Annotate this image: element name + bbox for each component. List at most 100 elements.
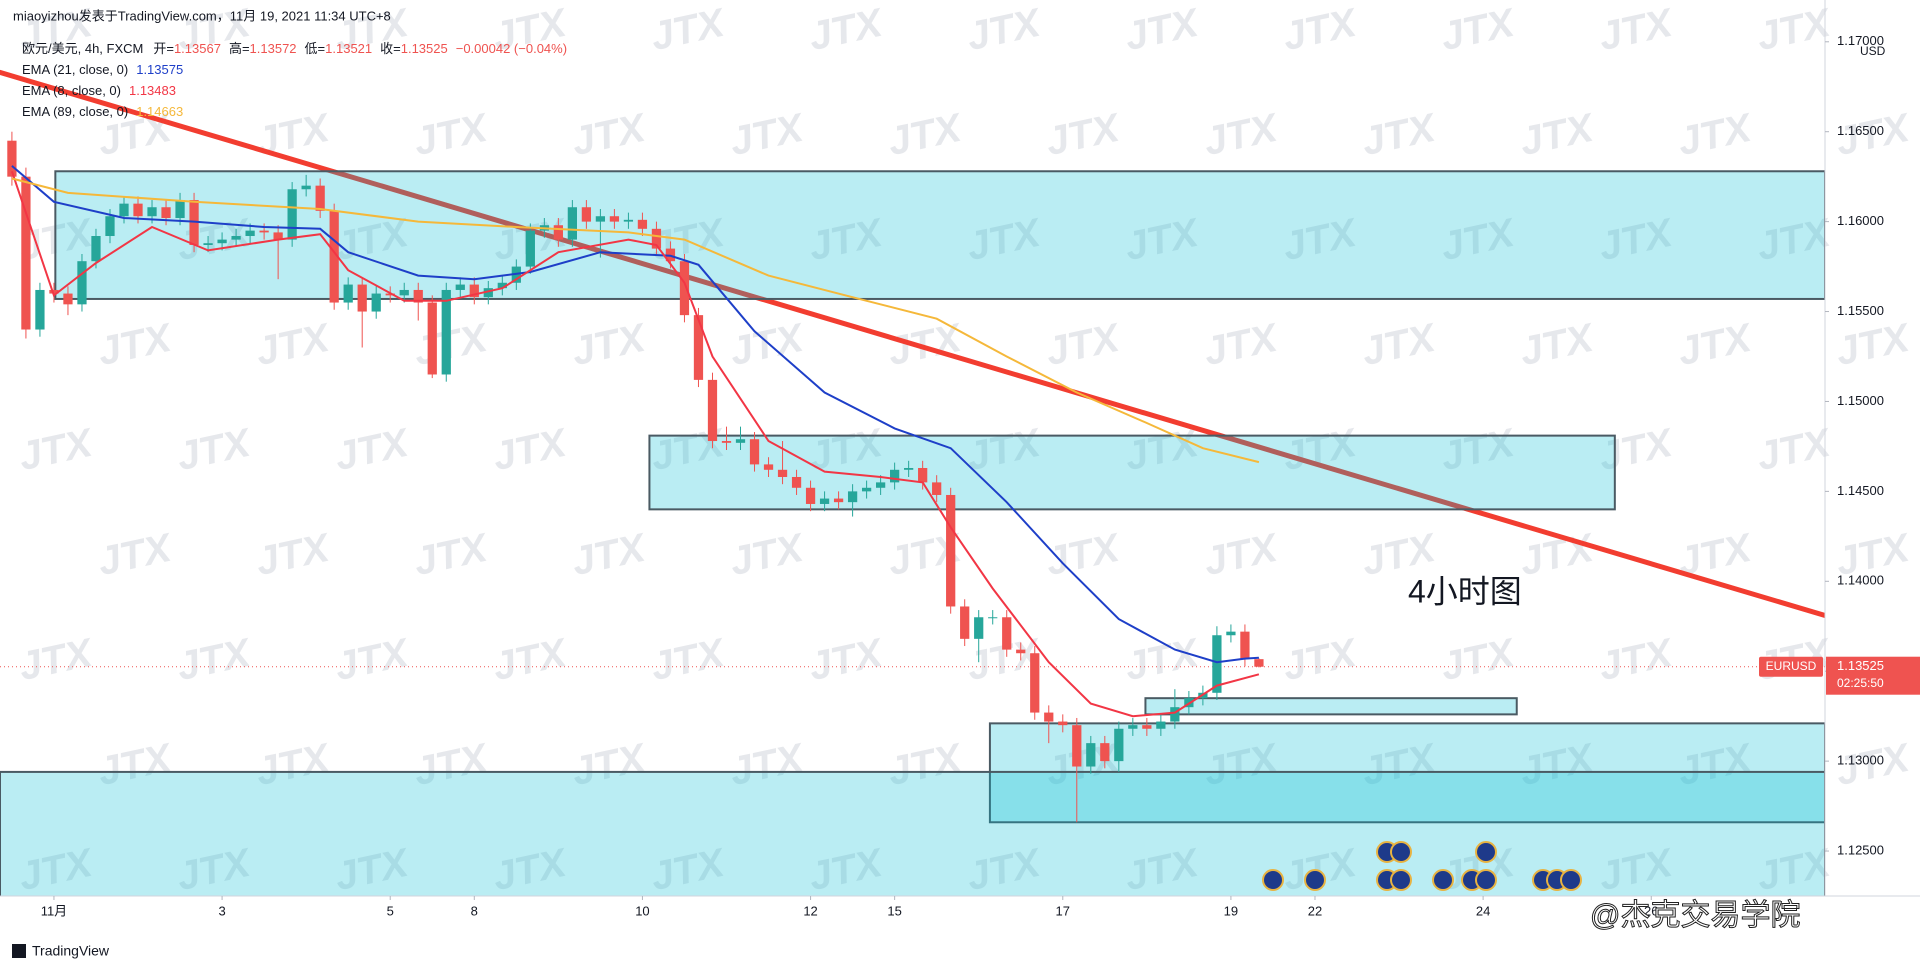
y-tick-label: 1.16500 (1837, 123, 1884, 138)
watermark: JTX (568, 315, 651, 374)
candle-body (231, 236, 241, 240)
candle-body (1254, 659, 1264, 667)
legend-name: EMA (21, close, 0) (22, 62, 128, 77)
watermark: JTX (252, 105, 335, 164)
close-label: 收= (380, 41, 401, 56)
x-tick-label: 19 (1224, 903, 1238, 918)
watermark: JTX (173, 630, 256, 689)
trendline (0, 69, 1825, 618)
event-icon (1475, 869, 1497, 891)
event-icons (1262, 841, 1582, 891)
watermark: JTX (884, 105, 967, 164)
event-icon (1390, 841, 1412, 863)
watermark: JTX (805, 630, 888, 689)
watermark: JTX (1121, 630, 1204, 689)
watermark: JTX (410, 525, 493, 584)
candle-body (1240, 631, 1250, 660)
x-tick-label: 15 (887, 903, 901, 918)
candle-body (301, 185, 311, 190)
watermark: JTX (1358, 105, 1441, 164)
y-tick-label: 1.12500 (1837, 842, 1884, 857)
watermark: JTX (1200, 525, 1283, 584)
candle-body (63, 293, 73, 305)
open-value: 1.13567 (174, 41, 221, 56)
candle-body (918, 467, 928, 483)
zone (1144, 697, 1518, 716)
zone (54, 170, 1825, 300)
candle-body (1212, 635, 1222, 693)
header: miaoyizhou发表于TradingView.com，11月 19, 202… (13, 8, 391, 23)
watermark: JTX (1042, 105, 1125, 164)
candle-body (1002, 617, 1012, 650)
event-icon (1262, 869, 1284, 891)
watermark: JTX (1516, 315, 1599, 374)
candle-body (1058, 721, 1068, 726)
legend-entry: EMA (8, close, 0) 1.13483 (22, 83, 176, 98)
candle-body (427, 302, 437, 375)
legend-main: 欧元/美元, 4h, FXCM 开=1.13567 高=1.13572 低=1.135… (22, 41, 567, 56)
candle-body (273, 232, 283, 240)
candle-body (777, 469, 788, 477)
y-tick-label: 1.14500 (1837, 483, 1884, 498)
x-tick-label: 17 (1056, 903, 1070, 918)
candle-body (721, 441, 732, 443)
close-value: 1.13525 (401, 41, 448, 56)
candle-body (960, 606, 970, 639)
legend-name: EMA (8, close, 0) (22, 83, 121, 98)
candle-body (707, 379, 718, 442)
watermark: JTX (1753, 0, 1836, 59)
low-value: 1.13521 (325, 41, 372, 56)
candle-body (441, 289, 451, 375)
watermark: JTX (884, 315, 967, 374)
watermark: JTX (726, 525, 809, 584)
watermark: JTX (94, 525, 177, 584)
watermark: JTX (726, 105, 809, 164)
candle-body (399, 289, 409, 296)
candle-body (847, 491, 858, 503)
candle-body (7, 140, 17, 177)
ticker: EURUSD (1766, 659, 1817, 673)
watermark: JTX (410, 315, 493, 374)
legend-value: 1.14663 (136, 104, 183, 119)
watermark: JTX (489, 420, 572, 479)
candle-body (483, 288, 493, 298)
watermark: JTX (647, 0, 730, 59)
candle-body (763, 464, 774, 470)
candle-body (946, 494, 956, 607)
annotation: 4小时图 (1408, 573, 1522, 609)
watermark: JTX (1279, 630, 1362, 689)
candle-body (1114, 728, 1124, 762)
watermark: JTX (94, 315, 177, 374)
watermark: JTX (252, 315, 335, 374)
candle-body (805, 487, 816, 504)
candle-body (609, 216, 620, 222)
ticker-tag (1759, 656, 1823, 677)
y-tick-label: 1.15500 (1837, 303, 1884, 318)
watermark: JTX (1200, 105, 1283, 164)
legend-value: 1.13483 (129, 83, 176, 98)
candle-body (1030, 653, 1040, 713)
event-icon (1304, 869, 1326, 891)
candle-body (595, 216, 606, 222)
x-tick-label: 24 (1476, 903, 1490, 918)
watermark: JTX (1674, 105, 1757, 164)
candle-body (553, 225, 563, 240)
watermark: JTX (1516, 105, 1599, 164)
candle-body (735, 439, 746, 443)
candle-body (133, 203, 143, 217)
candle-body (329, 210, 339, 303)
candle-body (497, 282, 507, 289)
brand-logo (12, 944, 26, 958)
symbol: 欧元/美元, 4h, FXCM (22, 41, 143, 56)
candle-body (217, 239, 227, 244)
candle-body (693, 315, 704, 380)
low-label: 低= (305, 41, 326, 56)
legend-name: EMA (89, close, 0) (22, 104, 128, 119)
candle-body (1156, 721, 1166, 729)
event-icon (1475, 841, 1497, 863)
x-tick-label: 26 (1644, 903, 1658, 918)
watermark: JTX (252, 525, 335, 584)
watermark: JTX (489, 630, 572, 689)
watermark: JTX (1200, 315, 1283, 374)
ema-line (11, 165, 1259, 664)
